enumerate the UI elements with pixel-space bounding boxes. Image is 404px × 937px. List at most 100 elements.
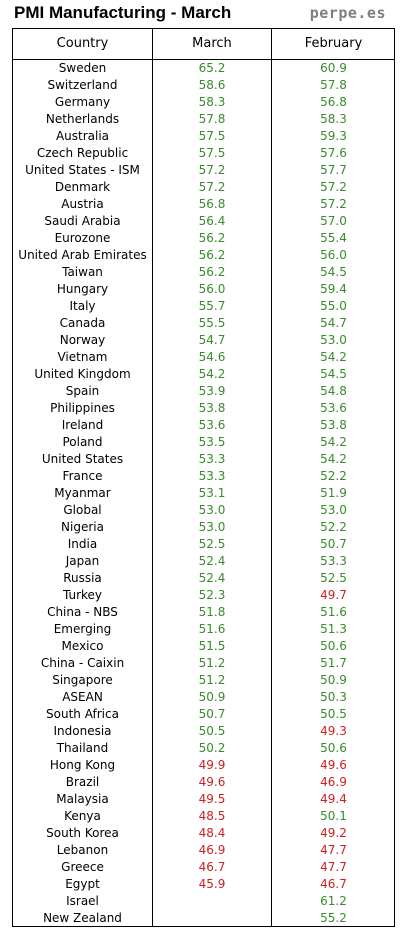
march-value-cell: 57.5 bbox=[198, 146, 226, 160]
table-row: United Arab Emirates 56.2 56.0 bbox=[13, 247, 394, 264]
country-cell: Brazil bbox=[65, 775, 100, 789]
column-header-country: Country bbox=[56, 36, 109, 51]
country-cell: United Arab Emirates bbox=[18, 248, 147, 262]
country-cell: Israel bbox=[66, 894, 99, 908]
february-value-cell: 61.2 bbox=[320, 894, 347, 908]
february-value-cell: 54.2 bbox=[320, 452, 347, 466]
country-cell: Denmark bbox=[54, 180, 111, 194]
country-cell: Greece bbox=[61, 860, 104, 874]
march-value-cell: 54.6 bbox=[198, 350, 226, 364]
country-cell: Sweden bbox=[58, 61, 107, 75]
march-value-cell: 49.6 bbox=[198, 775, 226, 789]
table-row: ASEAN 50.9 50.3 bbox=[13, 689, 394, 706]
country-cell: ASEAN bbox=[62, 690, 103, 704]
country-cell: India bbox=[67, 537, 98, 551]
brand-watermark: perpe.es bbox=[309, 4, 386, 22]
table-row: Hungary 56.0 59.4 bbox=[13, 281, 394, 298]
header-divider bbox=[13, 59, 394, 60]
march-value-cell: 53.8 bbox=[198, 401, 226, 415]
country-cell: Singapore bbox=[52, 673, 113, 687]
february-value-cell: 50.6 bbox=[320, 639, 347, 653]
march-value-cell: 58.6 bbox=[198, 78, 226, 92]
march-value-cell: 48.4 bbox=[198, 826, 226, 840]
country-cell: Australia bbox=[55, 129, 110, 143]
table-row: South Africa 50.7 50.5 bbox=[13, 706, 394, 723]
country-cell: Russia bbox=[63, 571, 102, 585]
february-value-cell: 53.6 bbox=[320, 401, 347, 415]
march-value-cell: 57.2 bbox=[198, 163, 226, 177]
table-row: United States 53.3 54.2 bbox=[13, 451, 394, 468]
table-row: Malaysia 49.5 49.4 bbox=[13, 791, 394, 808]
table-row: Saudi Arabia 56.4 57.0 bbox=[13, 213, 394, 230]
march-value-cell: 49.5 bbox=[198, 792, 226, 806]
march-value-cell: 46.9 bbox=[198, 843, 226, 857]
february-value-cell: 49.3 bbox=[320, 724, 347, 738]
march-value-cell: 53.6 bbox=[198, 418, 226, 432]
table-row: Greece 46.7 47.7 bbox=[13, 859, 394, 876]
february-value-cell: 52.2 bbox=[320, 469, 347, 483]
february-value-cell: 50.3 bbox=[320, 690, 347, 704]
march-value-cell: 56.2 bbox=[198, 231, 226, 245]
country-cell: Mexico bbox=[61, 639, 104, 653]
table-row: Thailand 50.2 50.6 bbox=[13, 740, 394, 757]
march-value-cell: 57.8 bbox=[198, 112, 226, 126]
table-row: Lebanon 46.9 47.7 bbox=[13, 842, 394, 859]
table-row: Eurozone 56.2 55.4 bbox=[13, 230, 394, 247]
table-row: Switzerland 58.6 57.8 bbox=[13, 77, 394, 94]
table-row: Japan 52.4 53.3 bbox=[13, 553, 394, 570]
february-value-cell: 50.6 bbox=[320, 741, 347, 755]
table-row: Italy 55.7 55.0 bbox=[13, 298, 394, 315]
march-value-cell: 50.5 bbox=[198, 724, 226, 738]
country-cell: United Kingdom bbox=[34, 367, 131, 381]
country-cell: Ireland bbox=[61, 418, 104, 432]
country-cell: Spain bbox=[65, 384, 100, 398]
march-value-cell: 52.5 bbox=[198, 537, 226, 551]
column-header-march: March bbox=[192, 36, 232, 51]
table-row: Vietnam 54.6 54.2 bbox=[13, 349, 394, 366]
country-cell: Poland bbox=[62, 435, 103, 449]
march-value-cell: 52.4 bbox=[198, 554, 226, 568]
february-value-cell: 54.8 bbox=[320, 384, 347, 398]
country-cell: Nigeria bbox=[61, 520, 104, 534]
table-row: Sweden 65.2 60.9 bbox=[13, 60, 394, 77]
february-value-cell: 51.7 bbox=[320, 656, 347, 670]
table-row: Spain 53.9 54.8 bbox=[13, 383, 394, 400]
table-row: Indonesia 50.5 49.3 bbox=[13, 723, 394, 740]
february-value-cell: 51.6 bbox=[320, 605, 347, 619]
february-value-cell: 54.5 bbox=[320, 367, 347, 381]
country-cell: Taiwan bbox=[62, 265, 103, 279]
february-value-cell: 49.7 bbox=[320, 588, 347, 602]
country-cell: South Korea bbox=[46, 826, 119, 840]
march-value-cell: 51.2 bbox=[198, 673, 226, 687]
country-cell: United States - ISM bbox=[25, 163, 140, 177]
table-row: Kenya 48.5 50.1 bbox=[13, 808, 394, 825]
table-row: Mexico 51.5 50.6 bbox=[13, 638, 394, 655]
march-value-cell: 50.2 bbox=[198, 741, 226, 755]
country-cell: Thailand bbox=[56, 741, 109, 755]
march-value-cell: 54.2 bbox=[198, 367, 226, 381]
country-cell: New Zealand bbox=[43, 911, 122, 925]
country-cell: Malaysia bbox=[56, 792, 109, 806]
march-value-cell: 58.3 bbox=[198, 95, 226, 109]
march-value-cell: 53.5 bbox=[198, 435, 226, 449]
table-row: Nigeria 53.0 52.2 bbox=[13, 519, 394, 536]
table-row: India 52.5 50.7 bbox=[13, 536, 394, 553]
pmi-table: Country March February Sweden 65.2 60.9 Swi… bbox=[12, 28, 395, 927]
table-row: Denmark 57.2 57.2 bbox=[13, 179, 394, 196]
table-row: Egypt 45.9 46.7 bbox=[13, 876, 394, 893]
march-value-cell: 51.6 bbox=[198, 622, 226, 636]
country-cell: Eurozone bbox=[54, 231, 111, 245]
column-divider bbox=[271, 29, 272, 926]
country-cell: China - NBS bbox=[47, 605, 118, 619]
table-row: France 53.3 52.2 bbox=[13, 468, 394, 485]
country-cell: Egypt bbox=[65, 877, 100, 891]
february-value-cell: 52.5 bbox=[320, 571, 347, 585]
february-value-cell: 50.7 bbox=[320, 537, 347, 551]
table-row: Netherlands 57.8 58.3 bbox=[13, 111, 394, 128]
march-value-cell: 57.2 bbox=[198, 180, 226, 194]
march-value-cell: 56.0 bbox=[198, 282, 226, 296]
country-cell: United States bbox=[41, 452, 124, 466]
table-row: Czech Republic 57.5 57.6 bbox=[13, 145, 394, 162]
country-cell: South Africa bbox=[46, 707, 119, 721]
country-cell: Emerging bbox=[53, 622, 112, 636]
